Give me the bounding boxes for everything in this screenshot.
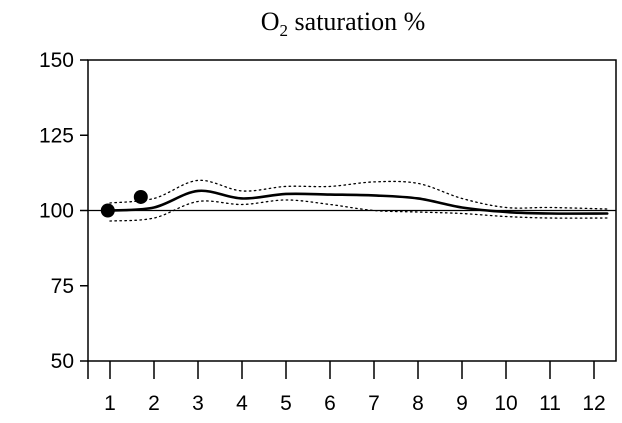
x-tick-label: 9 bbox=[456, 392, 468, 415]
x-tick-label: 2 bbox=[148, 392, 160, 415]
series-mean-line bbox=[108, 189, 609, 215]
chart-title-main: O bbox=[261, 7, 280, 36]
data-point bbox=[133, 189, 148, 204]
x-tick-label: 5 bbox=[280, 392, 292, 415]
series-layer bbox=[88, 179, 616, 222]
chart-title: O2 saturation % bbox=[261, 7, 425, 40]
y-tick-label: 75 bbox=[51, 275, 74, 298]
x-tick-label: 3 bbox=[192, 392, 204, 415]
y-tick-label: 100 bbox=[39, 200, 74, 223]
x-tick-label: 8 bbox=[412, 392, 424, 415]
x-tick-label: 4 bbox=[236, 392, 248, 415]
x-tick-label: 10 bbox=[494, 392, 517, 415]
y-tick-label: 50 bbox=[51, 350, 74, 373]
x-axis: 1 2 3 4 5 6 7 8 9 10 11 12 bbox=[87, 361, 606, 415]
chart-title-subscript: 2 bbox=[280, 21, 289, 40]
y-tick-label: 125 bbox=[39, 124, 74, 147]
x-tick-label: 11 bbox=[539, 392, 561, 415]
chart-title-rest: saturation % bbox=[288, 7, 425, 36]
y-axis: 150 125 100 75 50 bbox=[39, 49, 88, 373]
x-tick-label: 6 bbox=[324, 392, 336, 415]
points-layer bbox=[100, 189, 148, 218]
series-lower-bound-line bbox=[109, 199, 608, 222]
x-tick-label: 1 bbox=[104, 392, 116, 415]
x-tick-label: 7 bbox=[368, 392, 380, 415]
x-tick-label: 12 bbox=[582, 392, 605, 415]
y-tick-label: 150 bbox=[39, 49, 74, 72]
data-point bbox=[100, 203, 115, 218]
